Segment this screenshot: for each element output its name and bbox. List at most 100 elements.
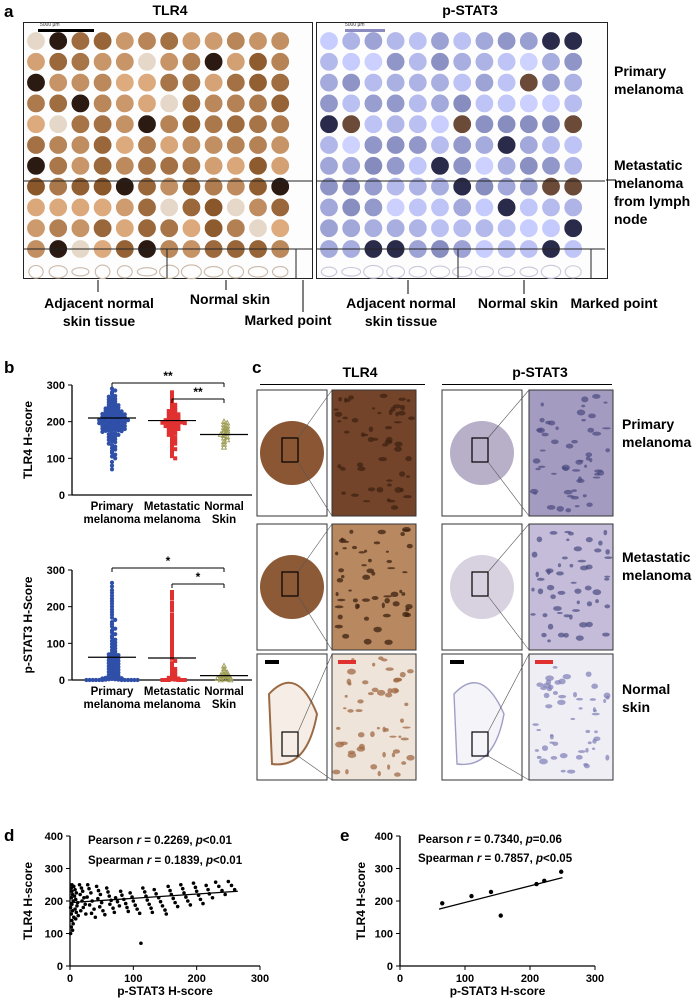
pstat3-cell bbox=[576, 600, 580, 605]
data-point bbox=[113, 666, 118, 671]
significance-label: ** bbox=[193, 385, 203, 399]
pstat3-cell bbox=[568, 531, 574, 536]
y-tick-label: 100 bbox=[45, 929, 63, 941]
pstat3-zoom-leader bbox=[487, 595, 530, 651]
pstat3-core bbox=[452, 114, 472, 134]
data-point bbox=[116, 658, 121, 664]
tlr4-cell bbox=[400, 718, 404, 723]
data-point bbox=[173, 658, 178, 663]
tlr4-core bbox=[26, 114, 46, 134]
panel-c-micrographs bbox=[256, 389, 614, 781]
data-point bbox=[100, 423, 105, 428]
pstat3-cell bbox=[604, 577, 610, 581]
tlr4-cell bbox=[392, 749, 401, 754]
y-tick-label: 200 bbox=[375, 896, 393, 908]
data-point bbox=[224, 436, 231, 443]
data-point bbox=[109, 662, 115, 667]
tlr4-cell bbox=[363, 638, 372, 645]
bottom-label-adjacent-right-line1: Adjacent normal bbox=[346, 295, 456, 311]
data-point bbox=[182, 421, 187, 426]
bottom-label-normal-right: Normal skin bbox=[477, 295, 559, 311]
tlr4-skin-section bbox=[203, 265, 224, 278]
pstat3-cell bbox=[585, 747, 589, 753]
panel-c-col-title-pstat3: p-STAT3 bbox=[512, 364, 568, 380]
tlr4-cell bbox=[363, 616, 370, 621]
tlr4-core bbox=[159, 177, 179, 197]
pstat3-core bbox=[341, 114, 361, 134]
x-tick-label: 0 bbox=[67, 973, 73, 985]
x-axis-label: p-STAT3 H-score bbox=[450, 984, 546, 998]
x-tick-label: 300 bbox=[586, 973, 604, 985]
pstat3-cell bbox=[603, 401, 608, 404]
data-point bbox=[131, 899, 136, 903]
pstat3-core bbox=[386, 197, 406, 217]
data-point bbox=[113, 456, 118, 461]
pstat3-core bbox=[519, 31, 539, 51]
tlr4-cell bbox=[356, 746, 366, 752]
pstat3-skin-section bbox=[474, 265, 495, 278]
data-point bbox=[170, 654, 174, 659]
tlr4-cell bbox=[387, 499, 396, 503]
pstat3-core bbox=[519, 218, 539, 238]
y-tick-label: 0 bbox=[59, 490, 65, 502]
pstat3-core bbox=[363, 52, 383, 72]
panel-a-right-title: p-STAT3 bbox=[442, 2, 498, 18]
pstat3-core bbox=[319, 114, 339, 134]
pstat3-zoom-frame bbox=[528, 389, 614, 517]
tlr4-cell bbox=[405, 475, 411, 478]
pstat3-cell bbox=[542, 613, 548, 618]
pstat3-cell bbox=[540, 686, 548, 691]
data-point bbox=[76, 913, 81, 918]
data-point bbox=[109, 671, 115, 676]
pstat3-core bbox=[452, 218, 472, 238]
data-point bbox=[109, 650, 115, 655]
pstat3-core bbox=[563, 197, 583, 217]
pstat3-cell bbox=[531, 551, 538, 558]
data-point bbox=[103, 422, 108, 428]
data-point bbox=[176, 678, 181, 682]
pstat3-cell bbox=[577, 750, 586, 753]
tlr4-zoom-box bbox=[281, 571, 299, 597]
data-point bbox=[69, 925, 74, 929]
pstat3-core bbox=[319, 52, 339, 72]
pstat3-cell bbox=[581, 404, 586, 408]
tlr4-cell bbox=[390, 591, 399, 598]
data-point bbox=[170, 424, 174, 429]
pstat3-cell bbox=[562, 673, 572, 680]
data-point bbox=[166, 426, 171, 431]
data-point bbox=[101, 908, 105, 913]
tma-cores-tlr4 bbox=[24, 29, 312, 280]
tlr4-cell bbox=[345, 769, 349, 775]
pstat3-cell bbox=[584, 585, 592, 591]
tlr4-core bbox=[226, 52, 246, 72]
tlr4-cell bbox=[355, 709, 363, 713]
data-point bbox=[217, 884, 221, 889]
data-point bbox=[139, 941, 143, 946]
y-axis-label: TLR4 H-score bbox=[21, 862, 35, 940]
pstat3-cell bbox=[559, 753, 568, 759]
scalebar-red bbox=[338, 660, 356, 664]
data-point bbox=[106, 428, 111, 433]
data-point bbox=[109, 644, 115, 650]
data-point bbox=[173, 669, 178, 674]
data-point bbox=[179, 420, 184, 425]
pstat3-core bbox=[386, 177, 406, 197]
tlr4-cell bbox=[347, 709, 354, 713]
data-point bbox=[106, 394, 111, 399]
tlr4-zoom-leader bbox=[297, 755, 333, 781]
data-point bbox=[109, 635, 115, 640]
tlr4-cell bbox=[400, 532, 405, 537]
data-point bbox=[116, 428, 121, 433]
tlr4-cell bbox=[379, 393, 388, 399]
bottom-label-marked-left: Marked point bbox=[244, 312, 332, 328]
data-point bbox=[220, 418, 228, 424]
data-point bbox=[173, 672, 178, 677]
data-point bbox=[113, 677, 118, 682]
tma-cores-pstat3 bbox=[317, 29, 605, 279]
data-point bbox=[170, 650, 174, 655]
data-point bbox=[107, 894, 112, 898]
tlr4-core bbox=[48, 218, 68, 238]
data-point bbox=[113, 444, 118, 449]
fit-line bbox=[438, 876, 563, 910]
